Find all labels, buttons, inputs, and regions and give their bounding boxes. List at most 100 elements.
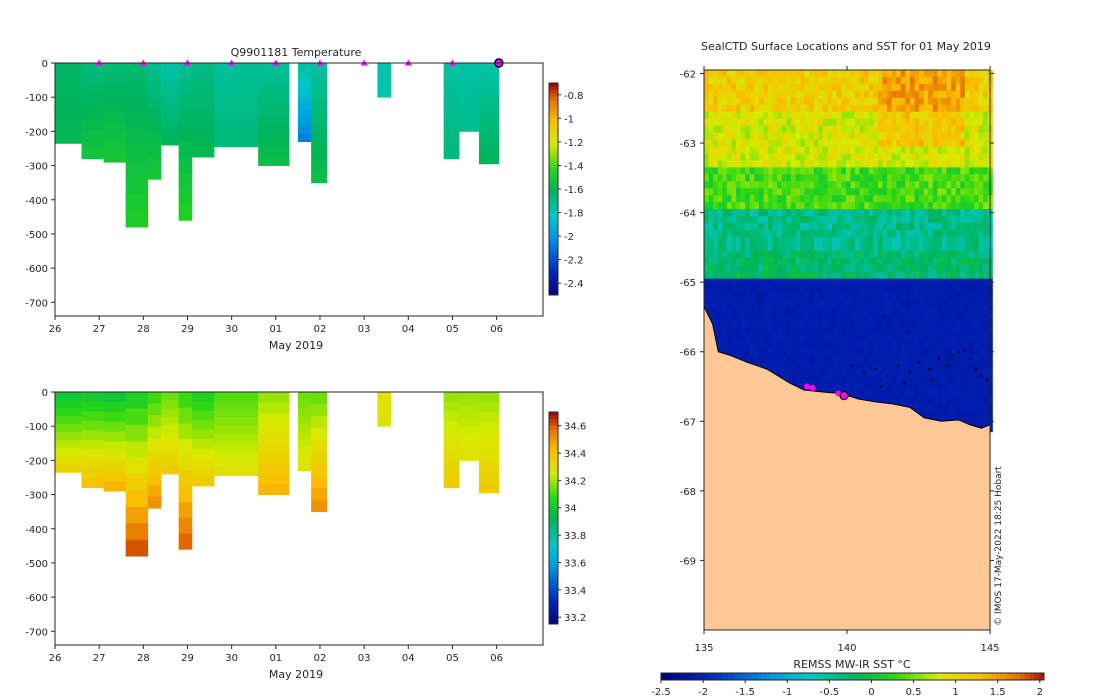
- sst-cell: [882, 153, 888, 161]
- sst-cell: [786, 250, 792, 259]
- sst-cell: [731, 292, 737, 301]
- sst-cell: [736, 209, 742, 217]
- sst-cell: [763, 271, 769, 280]
- sst-cell: [900, 292, 906, 301]
- sst-cell: [969, 146, 975, 154]
- sst-cell: [818, 376, 824, 384]
- sst-cell: [795, 139, 801, 148]
- sst-cell: [818, 111, 824, 120]
- profile-11-cell: [297, 63, 312, 72]
- sst-cell: [896, 195, 902, 203]
- sst-cell: [754, 202, 760, 210]
- sst-cell: [768, 306, 774, 314]
- sst-cell: [973, 146, 980, 154]
- sst-cell: [951, 118, 957, 127]
- sst-cell: [827, 355, 833, 363]
- sst-cell: [946, 257, 952, 266]
- sst-cell: [768, 327, 774, 335]
- sst-cell: [758, 341, 764, 349]
- sst-cell: [758, 264, 764, 273]
- sst-cell: [722, 216, 728, 224]
- profile-4-cell: [147, 438, 162, 451]
- sst-cell: [941, 111, 948, 120]
- sst-cell: [822, 348, 829, 356]
- sst-cell: [786, 278, 792, 287]
- sst-cell: [704, 111, 710, 120]
- sst-cell: [882, 97, 888, 106]
- sst-cell: [749, 230, 755, 238]
- sst-cell: [781, 223, 787, 231]
- sst-cell: [951, 376, 957, 384]
- sst-cell: [873, 90, 879, 99]
- sst-cell: [740, 90, 746, 99]
- sst-cell: [795, 111, 801, 120]
- sst-cell: [855, 216, 861, 224]
- profile-15-cell: [459, 76, 480, 84]
- sst-cell: [868, 334, 874, 342]
- sst-cell: [964, 278, 970, 287]
- sst-cell: [951, 70, 957, 78]
- sst-cell: [832, 285, 838, 294]
- sst-cell: [813, 146, 819, 154]
- sst-cell: [845, 257, 851, 266]
- sst-cell: [960, 174, 966, 182]
- x-tick-label: 04: [402, 653, 415, 664]
- sst-cell: [777, 97, 783, 106]
- sst-cell: [978, 390, 984, 398]
- profile-16-cell: [478, 143, 500, 155]
- colorbar-swatch: [549, 196, 558, 201]
- sst-cell: [809, 334, 815, 342]
- sst-cell: [758, 236, 764, 245]
- sst-cell: [868, 271, 874, 280]
- profile-11-cell: [297, 447, 312, 456]
- sst-cell: [932, 299, 938, 308]
- sst-cell: [951, 236, 957, 245]
- profile-3-cell: [125, 506, 149, 524]
- sst-cell: [983, 195, 989, 203]
- sst-cell: [932, 174, 938, 182]
- sst-cell: [790, 174, 797, 182]
- sst-cell: [978, 104, 984, 113]
- sst-cell: [777, 146, 783, 154]
- sst-cell: [882, 271, 888, 280]
- sst-cell: [740, 188, 746, 196]
- colorbar-swatch: [549, 167, 558, 172]
- sst-cell: [951, 348, 957, 356]
- sst-cell: [905, 223, 911, 231]
- sst-cell: [946, 376, 952, 384]
- sst-cell: [900, 348, 906, 356]
- sst-cell: [772, 236, 778, 245]
- sst-cell: [941, 181, 948, 189]
- sst-cell: [758, 257, 764, 266]
- sst-cell: [960, 230, 966, 238]
- profile-10-cell: [258, 392, 290, 403]
- sst-cell: [749, 181, 755, 189]
- sst-cell: [768, 97, 774, 106]
- sst-cell: [704, 264, 710, 273]
- sst-cell: [836, 243, 842, 252]
- sst-cell: [772, 250, 778, 259]
- sst-cell: [946, 313, 952, 321]
- sst-cell: [937, 104, 943, 113]
- sst-cell: [740, 292, 746, 301]
- sst-cell: [923, 104, 929, 113]
- sst-cell: [923, 167, 929, 175]
- sst-cell: [909, 97, 915, 106]
- sst-cell: [827, 111, 833, 120]
- sst-cell: [868, 264, 874, 273]
- sst-cell: [868, 104, 874, 113]
- sst-cell: [868, 348, 874, 356]
- profile-10-cell: [258, 402, 290, 413]
- profile-12-cell: [311, 392, 328, 405]
- sst-cell: [855, 376, 861, 384]
- sst-cell: [877, 313, 883, 321]
- salinity-y-ticks: 0-100-200-300-400-500-600-700: [25, 388, 55, 638]
- sst-cell: [850, 216, 856, 224]
- sst-cell: [841, 320, 847, 328]
- sst-cell: [708, 97, 714, 106]
- sst-cell: [704, 167, 710, 175]
- colorbar-tick-label: -0.8: [564, 91, 584, 102]
- sst-cell: [813, 341, 819, 349]
- sst-cell: [804, 264, 810, 273]
- profile-14-cell: [443, 401, 460, 412]
